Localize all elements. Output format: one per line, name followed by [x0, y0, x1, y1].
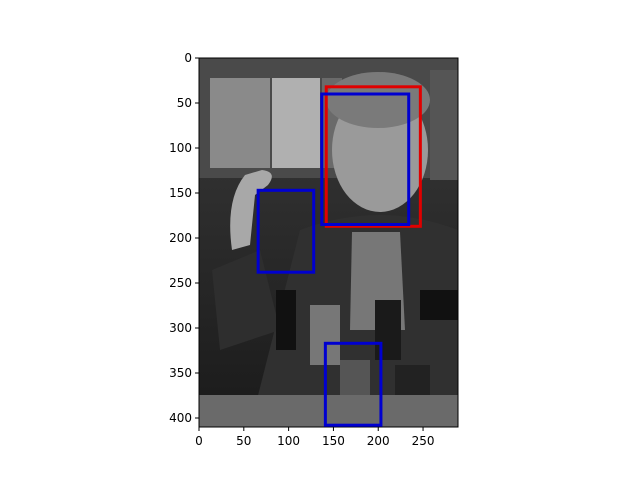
y-tick-label: 400 — [169, 411, 192, 425]
bounding-box-4 — [323, 341, 383, 427]
bounding-boxes — [256, 85, 422, 427]
x-tick-label: 200 — [367, 434, 390, 448]
y-tick-label: 100 — [169, 141, 192, 155]
x-axis: 0 50 100 150 200 250 — [195, 427, 435, 448]
y-tick-label: 50 — [177, 96, 192, 110]
y-tick-label: 0 — [184, 51, 192, 65]
x-tick-label: 150 — [322, 434, 345, 448]
y-tick-label: 200 — [169, 231, 192, 245]
y-axis: 0 50 100 150 200 250 300 350 400 — [169, 51, 199, 425]
x-tick-label: 100 — [277, 434, 300, 448]
x-tick-label: 50 — [236, 434, 251, 448]
y-tick-label: 300 — [169, 321, 192, 335]
bounding-box-2 — [320, 92, 411, 226]
y-tick-label: 350 — [169, 366, 192, 380]
bounding-box-3 — [256, 188, 316, 274]
axes-frame — [198, 57, 459, 428]
bounding-box-1 — [324, 85, 422, 228]
y-tick-label: 250 — [169, 276, 192, 290]
x-tick-label: 0 — [195, 434, 203, 448]
x-tick-label: 250 — [412, 434, 435, 448]
y-tick-label: 150 — [169, 186, 192, 200]
